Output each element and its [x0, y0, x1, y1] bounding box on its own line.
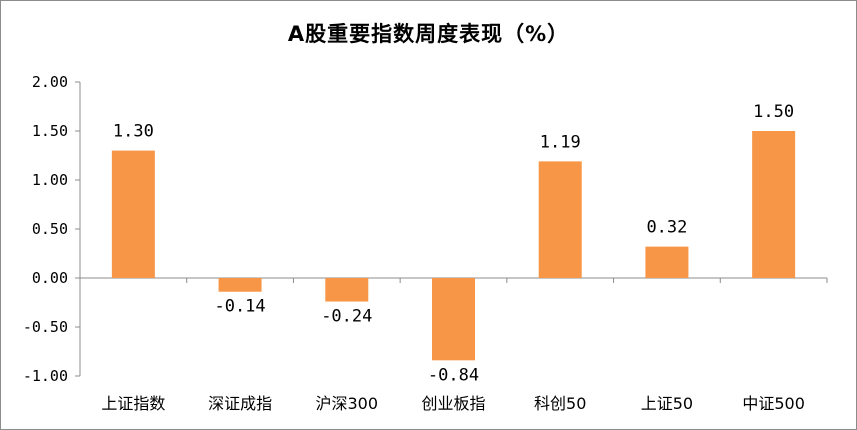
- data-label: 1.19: [540, 132, 581, 152]
- bar-1: [111, 150, 155, 278]
- y-tick-label: 0.00: [32, 269, 68, 287]
- data-label: -0.84: [428, 365, 479, 385]
- bar-6: [645, 246, 689, 278]
- category-label: 中证500: [742, 394, 805, 413]
- y-tick-label: 2.00: [32, 73, 68, 91]
- y-tick-label: -1.00: [23, 367, 68, 385]
- label-layer: 1.30 上证指数 -0.14 深证成指 -0.24 沪深300 -0.84 创业板指 1.19…: [101, 102, 805, 413]
- category-label: 沪深300: [316, 394, 379, 413]
- data-label: -0.24: [321, 307, 372, 327]
- data-label: -0.14: [214, 297, 265, 317]
- bar-layer: [111, 131, 796, 361]
- y-tick-label: 0.50: [32, 220, 68, 238]
- axis-layer: 2.00 1.50 1.00 0.50 0.00 -0.50 -1.00: [23, 73, 828, 385]
- bar-7: [752, 131, 796, 278]
- y-tick-label: -0.50: [23, 318, 68, 336]
- data-label: 0.32: [646, 218, 687, 238]
- chart-title: A股重要指数周度表现（%）: [287, 22, 570, 46]
- category-label: 上证指数: [101, 394, 165, 413]
- category-label: 科创50: [534, 394, 586, 413]
- y-tick-label: 1.50: [32, 122, 68, 140]
- y-tick-label: 1.00: [32, 171, 68, 189]
- category-label: 深证成指: [208, 394, 272, 413]
- bar-3: [325, 278, 369, 302]
- bar-2: [218, 278, 262, 292]
- category-label: 创业板指: [421, 394, 485, 413]
- data-label: 1.50: [753, 102, 794, 122]
- data-label: 1.30: [113, 122, 154, 142]
- bar-4: [432, 278, 475, 361]
- bar-5: [538, 161, 582, 278]
- category-label: 上证50: [641, 394, 693, 413]
